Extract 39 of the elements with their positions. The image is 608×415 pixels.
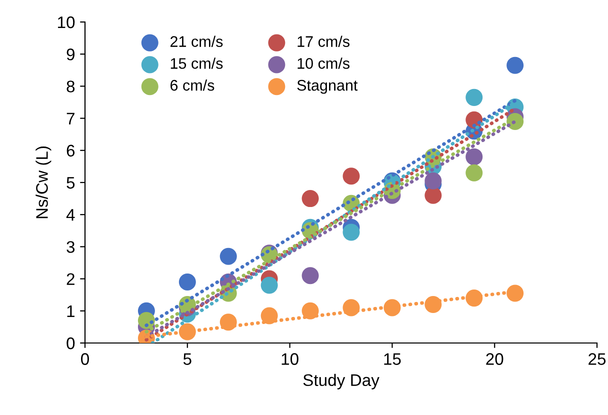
y-tick-label: 1: [67, 305, 74, 317]
legend-label: 10 cm/s: [298, 58, 350, 69]
point: [342, 224, 360, 241]
legend-label: 21 cm/s: [170, 36, 223, 47]
legend-label: 17 cm/s: [298, 36, 350, 47]
y-tick-label: 3: [66, 241, 75, 253]
legend-label: 6 cm/s: [170, 80, 214, 91]
point: [302, 267, 319, 284]
point: [424, 172, 442, 190]
point: [424, 186, 442, 204]
point: [506, 284, 524, 302]
x-tick-label: 10: [282, 353, 298, 365]
point: [466, 148, 483, 166]
point: [260, 276, 278, 294]
x-tick-label: 5: [183, 353, 192, 365]
y-tick-label: 5: [66, 177, 75, 189]
legend-label: 15 cm/s: [170, 58, 223, 69]
legend-label: Stagnant: [297, 80, 358, 94]
y-tick-label: 9: [66, 48, 74, 60]
point: [466, 88, 483, 106]
point: [342, 168, 360, 185]
y-tick-label: 2: [66, 273, 74, 285]
y-tick-label: 7: [66, 112, 74, 124]
x-tick-label: 0: [81, 353, 89, 365]
point: [506, 56, 524, 74]
x-tick-label: 25: [588, 353, 606, 365]
x-tick-label: 15: [384, 353, 401, 365]
point: [220, 248, 237, 265]
y-tick-label: 4: [66, 209, 75, 221]
y-axis-title: Ns/Cw (L): [36, 146, 52, 218]
point: [302, 190, 319, 208]
point: [178, 274, 196, 291]
y-tick-label: 10: [58, 16, 75, 28]
x-axis-title: Study Day: [303, 374, 380, 390]
point: [466, 164, 483, 182]
y-tick-label: 8: [66, 80, 75, 92]
x-tick-label: 20: [486, 353, 504, 365]
y-tick-label: 6: [66, 144, 75, 157]
y-tick-label: 0: [66, 337, 75, 350]
